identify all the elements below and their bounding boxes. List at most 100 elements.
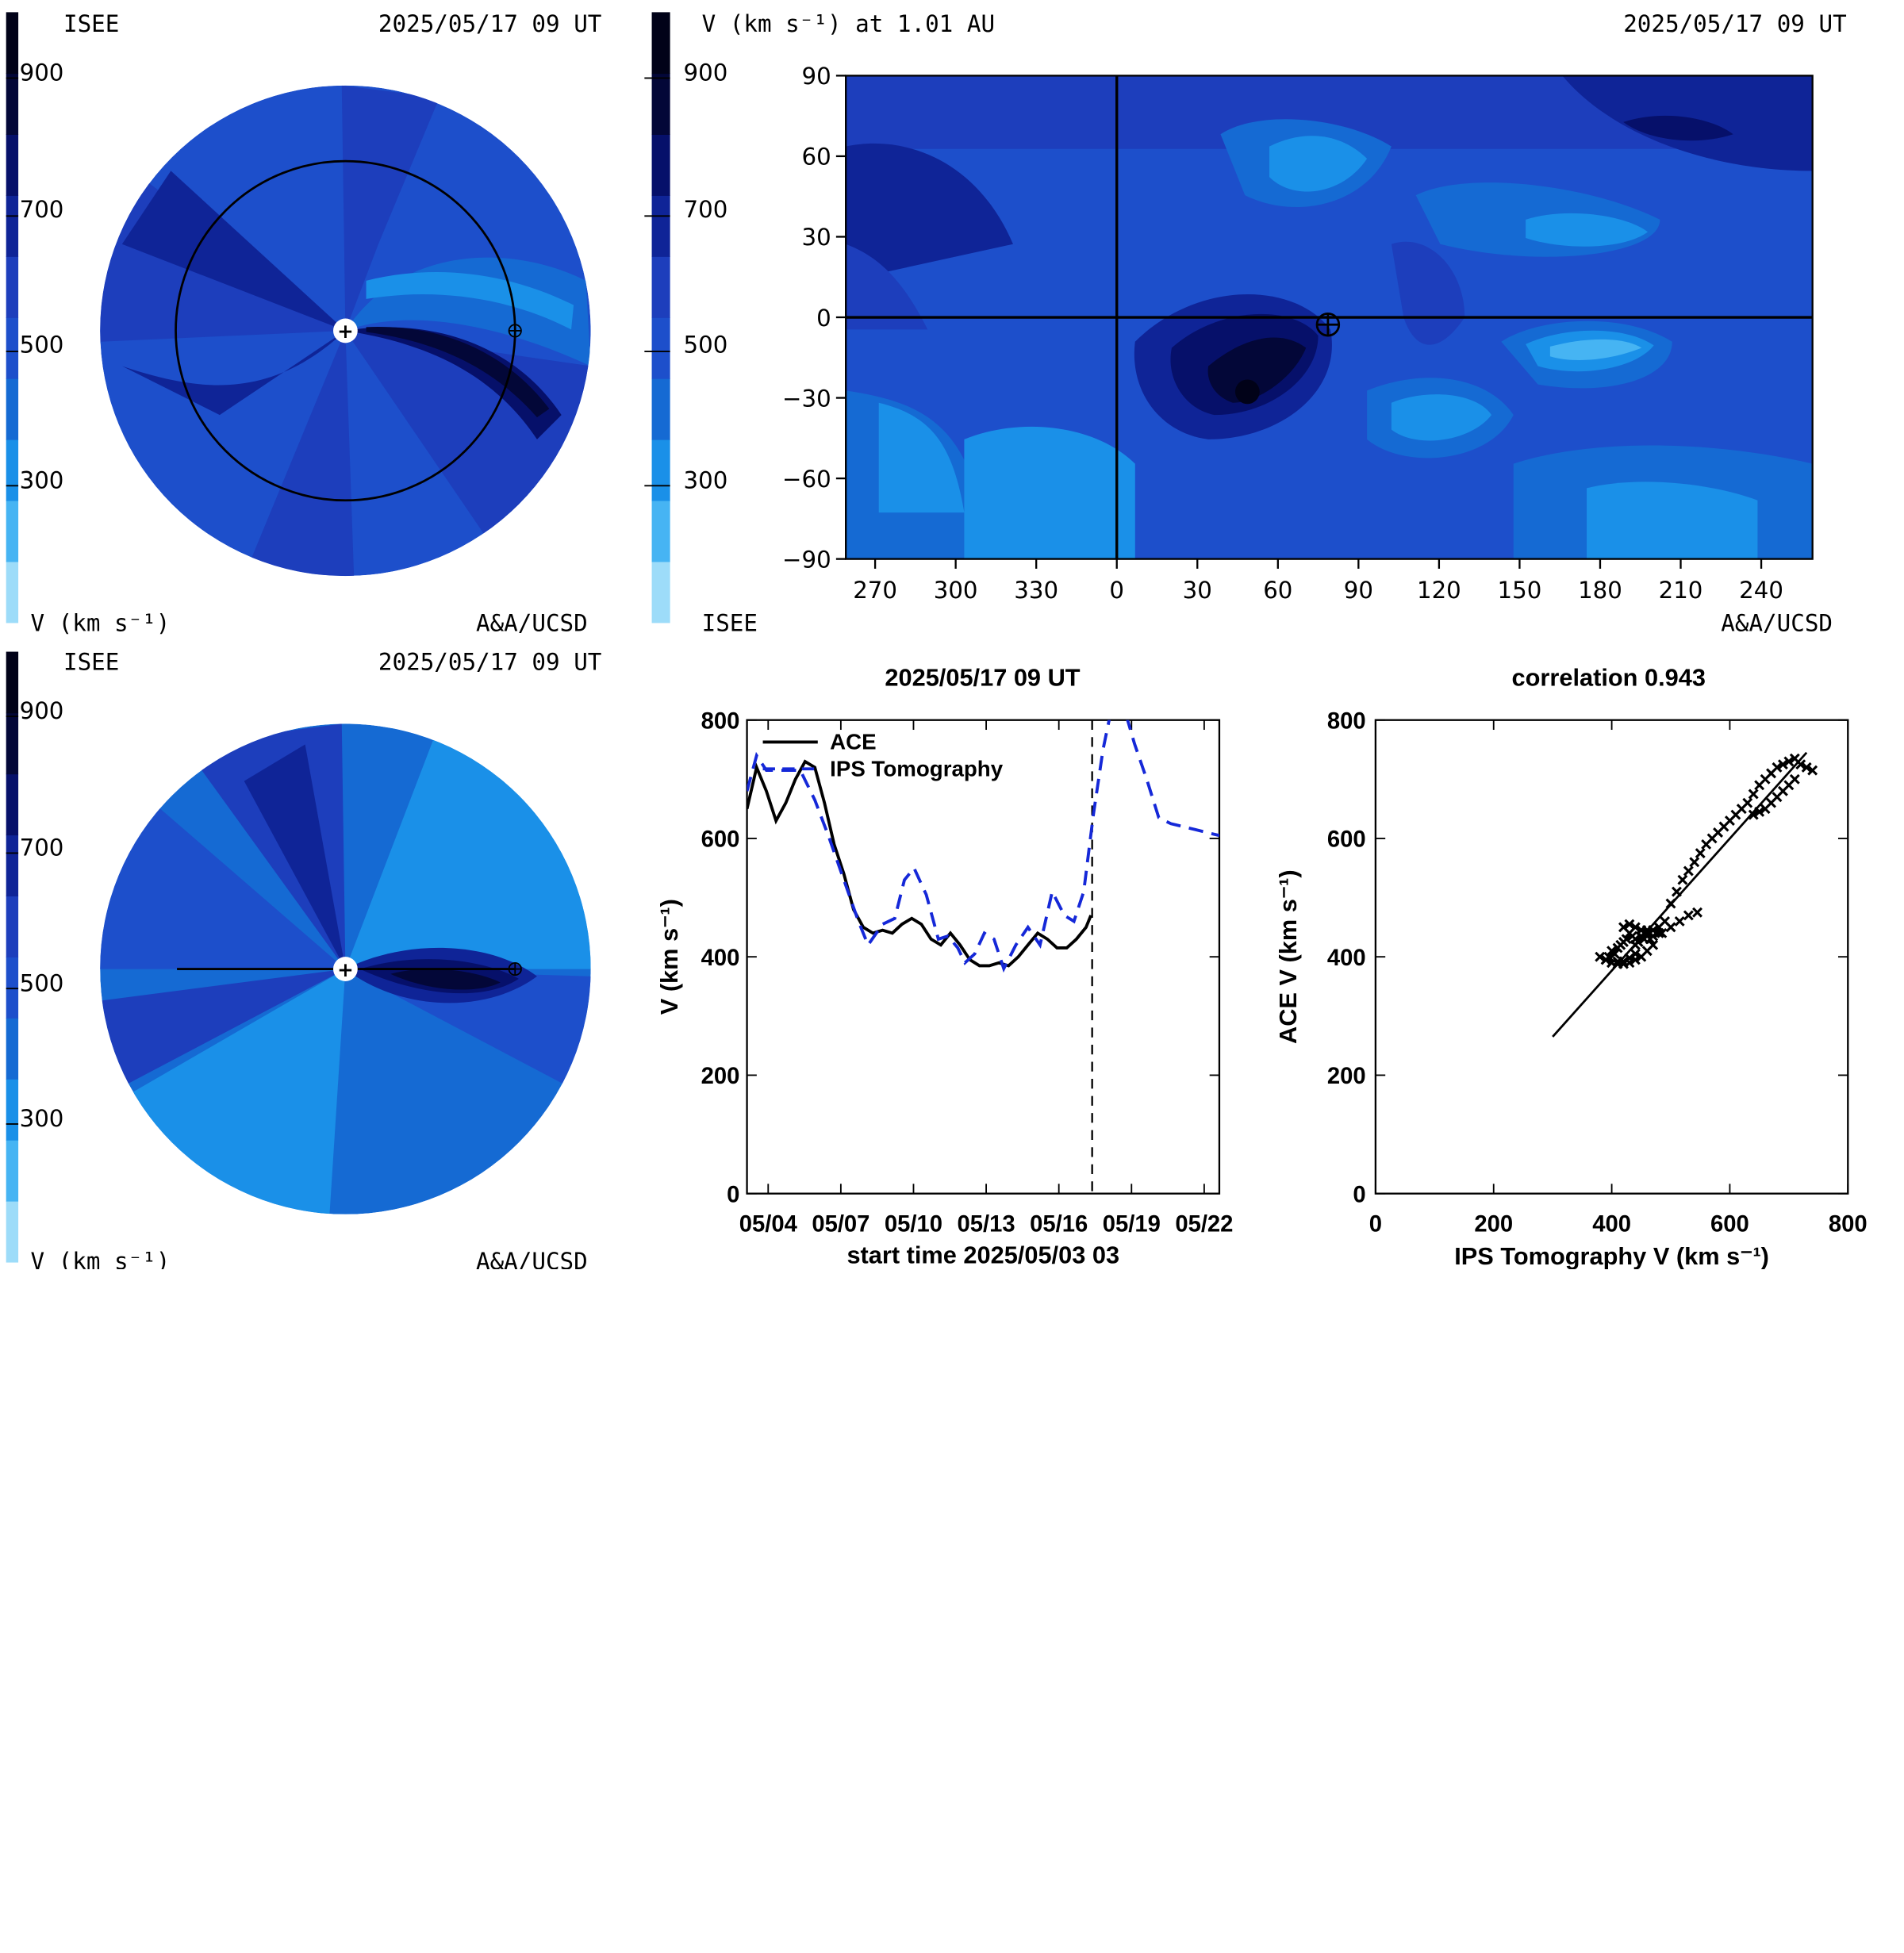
- map-y-tick-label: 60: [802, 144, 831, 171]
- colorbar-tick-marks: [644, 77, 670, 487]
- scatter-x-axis-label: IPS Tomography V (km s⁻¹): [1454, 1242, 1769, 1269]
- scatter-point: [1639, 934, 1650, 945]
- sun-marker-cross: +: [337, 320, 354, 343]
- scatter-point: [1807, 765, 1818, 776]
- colorbar-level-1000: [6, 651, 19, 714]
- colorbar-level-800: [651, 134, 670, 196]
- timeseries-y-axis-label: V (km s⁻¹): [655, 899, 683, 1015]
- scatter-point: [1665, 922, 1676, 933]
- earth-marker: [1315, 313, 1341, 337]
- scatter-point: [1653, 922, 1664, 933]
- timeseries-legend: ACE IPS Tomography: [762, 730, 1004, 781]
- colorbar-tick-marks: [6, 77, 19, 487]
- scatter-point: [1801, 762, 1812, 773]
- scatter-point: [1671, 886, 1682, 897]
- colorbar-tick-300: 300: [20, 1105, 64, 1132]
- timeseries-y-tick-label: 800: [701, 708, 740, 734]
- colorbar-level-400: [651, 378, 670, 440]
- map-x-tick-label: 270: [853, 577, 897, 604]
- scatter-point: [1689, 857, 1700, 868]
- colorbar-level-300: [6, 1079, 19, 1141]
- scatter-point: [1621, 934, 1632, 945]
- map-y-tick-label: −30: [782, 385, 831, 412]
- scatter-point: [1683, 910, 1694, 921]
- colorbar-tick-700: 700: [20, 196, 64, 223]
- timeseries-x-axis-label: start time 2025/05/03 03: [846, 1241, 1119, 1268]
- scatter-x-tick-label: 200: [1474, 1211, 1513, 1237]
- scatter-point: [1641, 927, 1653, 938]
- timeseries-y-tick-label: 200: [701, 1064, 740, 1089]
- colorbar-tick-marks: [6, 716, 19, 1125]
- panel-label-isee: ISEE: [702, 609, 758, 636]
- timeseries-title: 2025/05/17 09 UT: [885, 664, 1080, 692]
- colorbar-tick-700: 700: [684, 196, 728, 223]
- map-x-tick-label: 120: [1417, 577, 1461, 604]
- timeseries-panel: 2025/05/17 09 UT 0 200 400 600 800 05/04 05/07…: [655, 664, 1234, 1269]
- scatter-point: [1789, 773, 1800, 785]
- earth-marker: [508, 961, 522, 976]
- colorbar-level-600: [6, 256, 19, 318]
- scatter-point: [1630, 922, 1641, 933]
- colorbar-tick-900: 900: [20, 697, 64, 724]
- colorbar-tick-700: 700: [20, 834, 64, 861]
- colorbar-level-1000: [6, 12, 19, 75]
- colorbar-tick-500: 500: [20, 969, 64, 996]
- scatter-y-axis-label: ACE V (km s⁻¹): [1274, 869, 1302, 1044]
- scatter-point: [1783, 756, 1795, 767]
- timeseries-x-tick-label: 05/22: [1175, 1211, 1233, 1237]
- scatter-point: [1772, 762, 1783, 773]
- velocity-unit-label: V (km s⁻¹): [30, 609, 170, 636]
- scatter-y-tick-label: 400: [1327, 946, 1366, 971]
- scatter-point: [1609, 948, 1620, 959]
- colorbar-tick-500: 500: [684, 332, 728, 359]
- map-colorbar: 900 700 500 300: [644, 12, 728, 624]
- sun-marker-cross: +: [337, 958, 354, 981]
- scatter-point: [1795, 759, 1806, 770]
- velocity-unit-label: V (km s⁻¹): [30, 1248, 170, 1269]
- earth-marker: [508, 324, 522, 338]
- colorbar-level-100: [651, 561, 670, 624]
- scatter-panel: correlation 0.943 0 200 400 600 800 0 200 400 60…: [1274, 664, 1868, 1270]
- scatter-point: [1656, 927, 1668, 938]
- scatter-point: [1636, 925, 1647, 936]
- scatter-point: [1748, 809, 1759, 820]
- colorbar-level-200: [6, 500, 19, 562]
- ecliptic-view-panel: 900 700 500 300 ISEE 2025/05/17 09 UT V …: [6, 10, 601, 636]
- colorbar-level-500: [6, 317, 19, 379]
- scatter-x-tick-label: 800: [1829, 1211, 1868, 1237]
- scatter-x-tick-label: 600: [1710, 1211, 1749, 1237]
- scatter-point: [1595, 951, 1606, 962]
- credit-label: A&A/UCSD: [476, 609, 588, 636]
- map-y-tick-label: −90: [782, 546, 831, 573]
- colorbar-tick-300: 300: [684, 466, 728, 493]
- colorbar-level-800: [6, 773, 19, 836]
- colorbar-tick-500: 500: [20, 332, 64, 359]
- scatter-point: [1600, 954, 1611, 965]
- map-x-axis-ticks: 270 300 330 0 30 60 90 120 150 180 210 240: [853, 558, 1783, 604]
- scatter-point: [1630, 939, 1641, 950]
- map-x-tick-label: 330: [1014, 577, 1058, 604]
- map-x-tick-label: 60: [1263, 577, 1292, 604]
- scatter-point: [1648, 925, 1659, 936]
- credit-label: A&A/UCSD: [476, 1248, 588, 1269]
- credit-label: A&A/UCSD: [1721, 609, 1833, 636]
- panel-timestamp: 2025/05/17 09 UT: [378, 649, 601, 676]
- timeseries-axes: 0 200 400 600 800 05/04 05/07 05/10 05/13 05/16 05…: [655, 708, 1234, 1268]
- panel-label-isee: ISEE: [63, 10, 119, 37]
- legend-ips-label: IPS Tomography: [830, 756, 1004, 781]
- scatter-point: [1618, 922, 1629, 933]
- scatter-point: [1777, 759, 1788, 770]
- scatter-x-tick-label: 0: [1369, 1211, 1382, 1237]
- panel-label-isee: ISEE: [63, 649, 119, 676]
- colorbar-level-200: [6, 1139, 19, 1202]
- colorbar-level-300: [651, 439, 670, 501]
- scatter-point: [1692, 907, 1702, 918]
- timeseries-y-tick-label: 600: [701, 827, 740, 853]
- scatter-y-tick-label: 600: [1327, 827, 1366, 853]
- scatter-point: [1754, 806, 1765, 817]
- timeseries-y-tick-label: 400: [701, 946, 740, 971]
- colorbar-level-100: [6, 1200, 19, 1263]
- scatter-point: [1648, 939, 1659, 950]
- map-title: V (km s⁻¹) at 1.01 AU: [702, 10, 995, 37]
- colorbar-level-700: [6, 195, 19, 257]
